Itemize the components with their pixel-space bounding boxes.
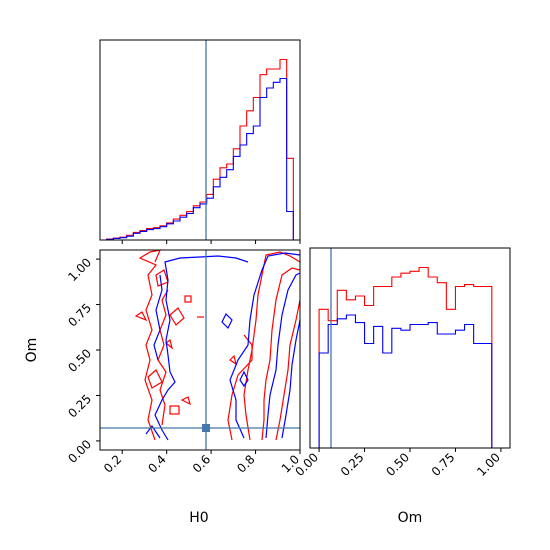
y-tick-label: 0.50	[65, 346, 94, 375]
om-xlabel: Om	[398, 510, 423, 526]
hist-series-blue	[310, 314, 510, 449]
contour-truth-marker	[202, 424, 210, 432]
contour-x-ticks: 0.2 0.4 0.6 0.8 1.0	[101, 450, 302, 476]
red-contour-blob-1	[169, 405, 180, 415]
red-contour-right-core	[275, 299, 301, 441]
x-tick-label: 0.4	[145, 452, 168, 475]
x-tick-label: 0.6	[190, 452, 213, 475]
h0-hist-frame	[99, 39, 301, 241]
blue-contour-right-core	[281, 319, 301, 439]
x-tick-label: 0.50	[383, 450, 412, 479]
x-tick-label: 0.00	[292, 450, 321, 479]
x-tick-label: 0.25	[338, 450, 367, 479]
h0-top-ticks	[121, 240, 301, 244]
y-tick-label: 0.75	[65, 301, 94, 330]
om-hist-series-layer	[310, 266, 510, 449]
blue-contour-loop-2	[239, 370, 249, 388]
red-contour-blob-8	[165, 338, 174, 350]
contour-ylabel: Om	[24, 338, 40, 363]
contour-y-ticks: 0.00 0.25 0.50 0.75 1.00	[65, 255, 100, 466]
red-contour-right-inner	[261, 267, 301, 441]
x-tick-label: 1.00	[474, 450, 503, 479]
om-x-ticks: 0.00 0.25 0.50 0.75 1.00	[292, 448, 503, 479]
blue-contour-left-outer	[154, 255, 249, 441]
x-tick-label: 0.8	[234, 452, 257, 475]
panel-om-marginal: 0.00 0.25 0.50 0.75 1.00 Om	[292, 247, 511, 526]
red-contour-right-outer	[243, 251, 301, 441]
x-tick-label: 0.75	[429, 450, 458, 479]
contour-red-levels	[134, 249, 301, 441]
contour-blue-levels	[145, 252, 301, 441]
blue-contour-right-inner	[265, 272, 301, 439]
red-contour-blob-3	[169, 307, 185, 326]
red-contour-blob-2	[184, 295, 192, 303]
panel-contour: 0.2 0.4 0.6 0.8 1.0 0.000.250.500.751.00 H0 …	[24, 249, 302, 526]
y-tick-label: 0.25	[65, 392, 94, 421]
blue-contour-loop-3	[145, 424, 161, 439]
y-tick-label: 0.00	[65, 437, 94, 466]
red-contour-blob-7	[134, 311, 148, 322]
x-tick-label: 0.2	[101, 452, 124, 475]
red-contour-blob-6	[229, 354, 237, 366]
hist-series-red	[100, 58, 300, 241]
om-hist-frame	[309, 247, 511, 449]
red-contour-blob-4	[147, 369, 163, 389]
hist-series-red	[310, 266, 510, 449]
blue-contour-left-inner	[153, 274, 163, 361]
red-contour-blob-10	[180, 396, 191, 406]
blue-contour-loop-1	[221, 312, 233, 330]
hist-series-blue	[100, 77, 300, 241]
contour-frame	[99, 249, 301, 451]
h0-hist-series-layer	[100, 58, 300, 241]
red-contour-left-inner	[157, 289, 169, 426]
y-tick-label: 1.00	[65, 255, 94, 284]
contour-xlabel: H0	[189, 510, 208, 526]
red-contour-left-edge	[138, 249, 161, 441]
blue-contour-right-outer	[229, 252, 301, 439]
red-contour-left-outer	[227, 334, 253, 441]
panel-h0-marginal	[99, 39, 301, 244]
